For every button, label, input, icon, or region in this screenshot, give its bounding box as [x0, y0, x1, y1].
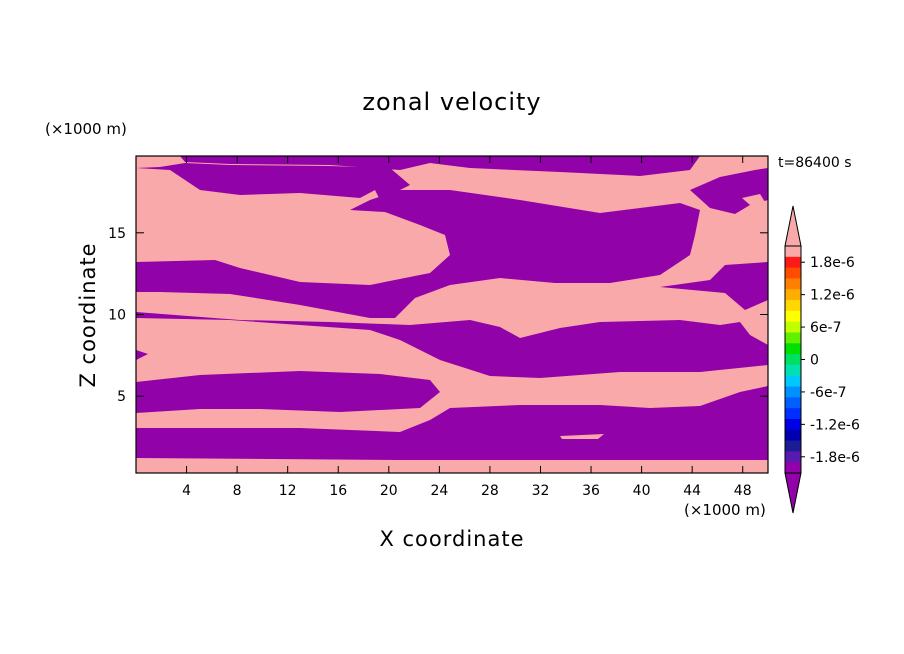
purple-patch-bottom-right-inner [730, 398, 768, 412]
y-tick-label: 15 [108, 226, 126, 242]
x-tick-label: 4 [182, 483, 191, 499]
colorbar-label: -6e-7 [810, 385, 847, 401]
colorbar-swatch [785, 364, 801, 377]
y-axis-unit: (×1000 m) [45, 120, 127, 138]
colorbar-swatch [785, 354, 801, 366]
colorbar-swatch [785, 321, 801, 333]
colorbar-swatch [785, 332, 801, 344]
colorbar-swatch [785, 289, 801, 301]
y-tick-label: 10 [108, 308, 126, 324]
colorbar-label: -1.2e-6 [810, 417, 860, 433]
x-axis-label: X coordinate [379, 527, 525, 551]
x-axis-ticks: 4 8 12 16 20 24 28 32 36 40 44 48 [182, 156, 752, 499]
colorbar-swatch [785, 375, 801, 387]
purple-band-upper-left [136, 163, 410, 200]
colorbar-label: 0 [810, 353, 819, 369]
chart-title: zonal velocity [362, 88, 542, 116]
colorbar-swatch [785, 397, 801, 409]
x-tick-label: 48 [734, 483, 752, 499]
colorbar-swatch [785, 429, 801, 441]
y-tick-label: 5 [117, 389, 126, 405]
colorbar-swatch [785, 462, 801, 474]
x-tick-label: 16 [329, 483, 347, 499]
colorbar-swatch [785, 246, 801, 258]
x-tick-label: 40 [633, 483, 651, 499]
positive-velocity-islands [560, 194, 765, 439]
x-tick-label: 32 [532, 483, 550, 499]
x-tick-label: 12 [279, 483, 297, 499]
purple-band-top-strip [180, 156, 700, 176]
colorbar-swatch [785, 418, 801, 431]
colorbar-swatch [785, 300, 801, 312]
colorbar-label: -1.8e-6 [810, 450, 860, 466]
colorbar-swatch [785, 310, 801, 323]
colorbar-label: 6e-7 [810, 320, 841, 336]
y-axis-ticks: 5 10 15 [108, 226, 768, 405]
colorbar-swatch [785, 256, 801, 269]
colorbar-swatch [785, 386, 801, 398]
purple-band-center [136, 312, 768, 378]
colorbar: 1.8e-6 1.2e-6 6e-7 0 -6e-7 -1.2e-6 -1.8e-6 [784, 205, 860, 514]
x-tick-label: 24 [430, 483, 448, 499]
colorbar-swatch [785, 278, 801, 290]
colorbar-label: 1.2e-6 [810, 288, 855, 304]
colorbar-label: 1.8e-6 [810, 255, 855, 271]
x-tick-label: 20 [380, 483, 398, 499]
x-tick-label: 44 [683, 483, 701, 499]
pink-island-right-small [742, 194, 765, 205]
colorbar-min-extension [784, 472, 802, 514]
purple-patch-right-upper [660, 262, 768, 310]
colorbar-swatch [785, 408, 801, 420]
colorbar-swatch [785, 267, 801, 279]
purple-band-bottom [136, 386, 768, 460]
colorbar-swatch [785, 451, 801, 463]
purple-band-lower [136, 371, 440, 413]
x-tick-label: 36 [582, 483, 600, 499]
purple-band-large-middle [136, 190, 700, 318]
purple-stripe-left-edge [136, 350, 148, 360]
pink-island-bottom-sliver [560, 434, 604, 439]
colorbar-swatch [785, 440, 801, 452]
time-label: t=86400 s [778, 155, 852, 171]
x-tick-label: 8 [233, 483, 242, 499]
colorbar-swatch [785, 343, 801, 355]
x-axis-unit: (×1000 m) [684, 501, 766, 519]
x-tick-label: 28 [481, 483, 499, 499]
colorbar-max-extension [784, 205, 802, 247]
